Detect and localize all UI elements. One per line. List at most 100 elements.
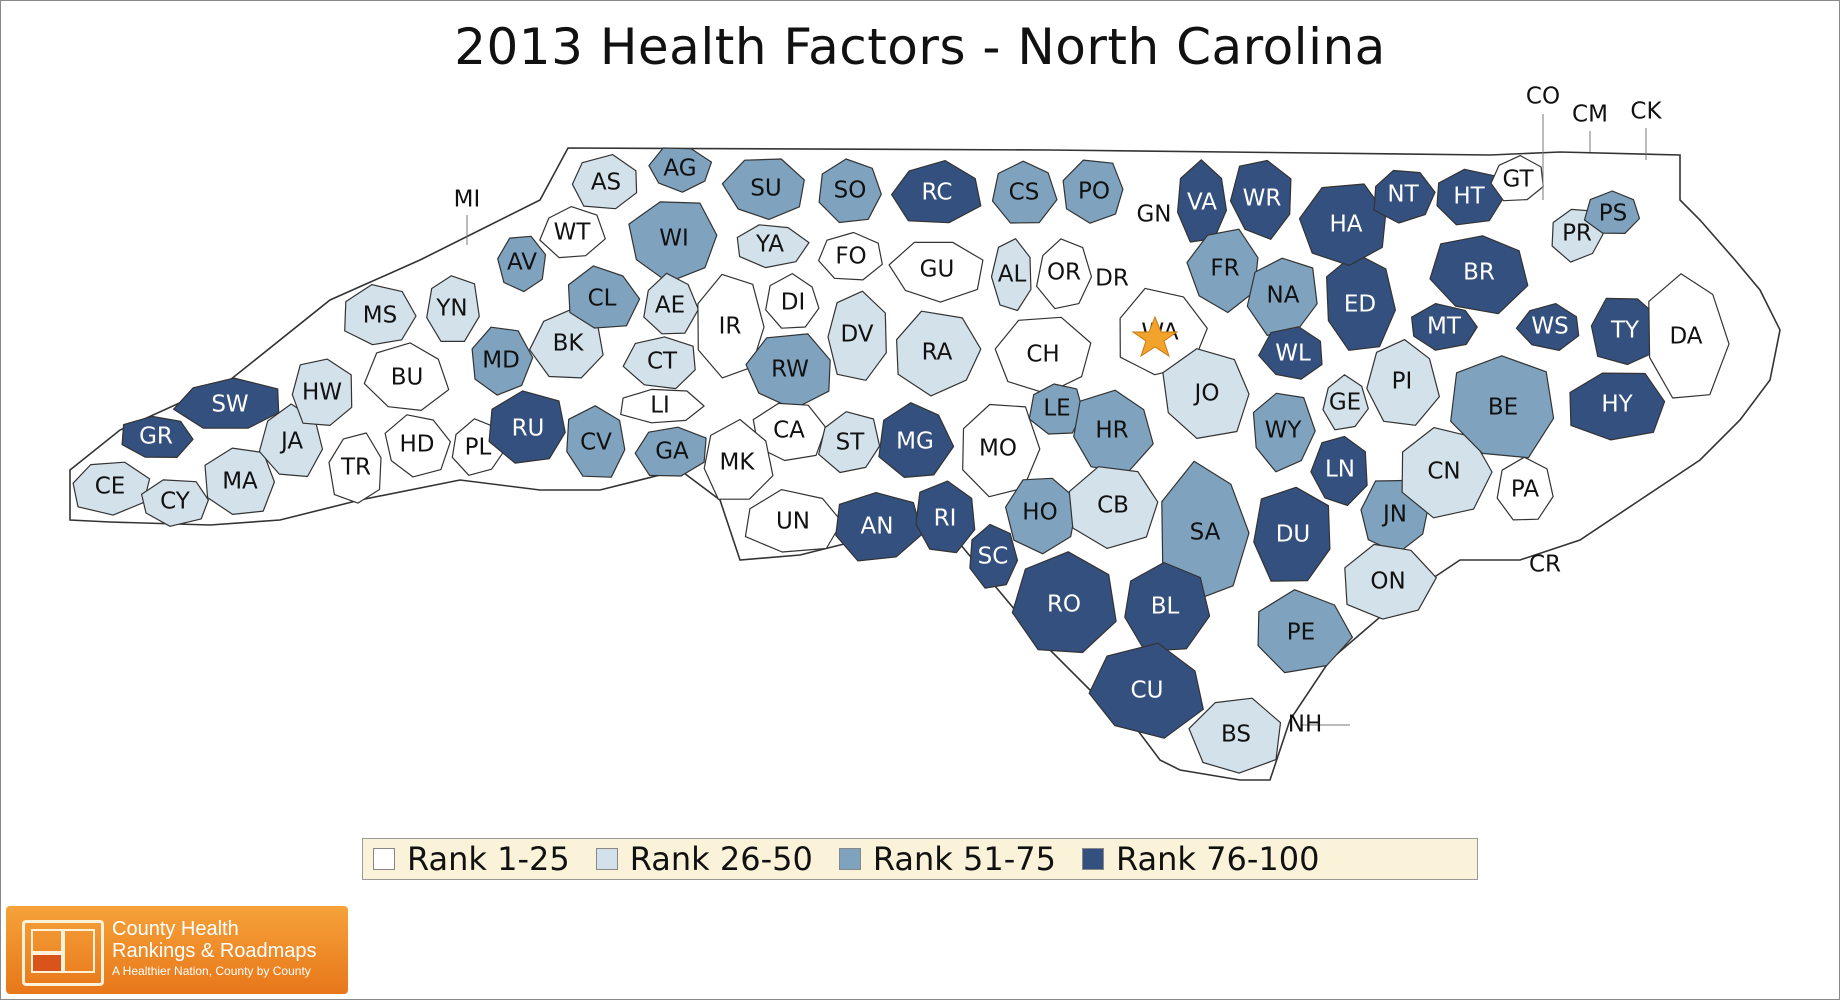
county-fo (817, 231, 883, 281)
county-label-ed: ED (1344, 292, 1376, 318)
county-label-pe: PE (1287, 620, 1315, 646)
logo-text: County Health Rankings & Roadmaps (112, 918, 317, 962)
county-label-an: AN (861, 514, 894, 540)
county-hr (1073, 389, 1154, 473)
county-an (835, 492, 923, 562)
legend-swatch (595, 848, 618, 870)
county-ri (915, 480, 976, 554)
county-ed (1325, 252, 1397, 351)
county-al (990, 238, 1032, 312)
county-label-jn: JN (1381, 502, 1407, 528)
county-ct (622, 336, 696, 390)
county-pa (1496, 456, 1554, 521)
county-di (765, 273, 820, 329)
county-label-nh: NH (1288, 712, 1323, 738)
county-label-cv: CV (580, 430, 612, 456)
county-health-rankings-logo: County Health Rankings & Roadmaps A Heal… (6, 906, 348, 994)
county-label-pa: PA (1511, 477, 1539, 503)
county-label-bu: BU (391, 365, 424, 391)
county-bs (1188, 697, 1282, 774)
legend-label: Rank 1-25 (407, 840, 570, 878)
county-label-cu: CU (1131, 678, 1164, 704)
county-label-yn: YN (435, 296, 467, 322)
county-ir (697, 273, 765, 379)
county-bl (1124, 561, 1211, 652)
county-label-ho: HO (1022, 500, 1057, 526)
legend: Rank 1-25 Rank 26-50 Rank 51-75 Rank 76-… (362, 838, 1478, 880)
county-label-ca: CA (773, 418, 805, 444)
county-label-na: NA (1267, 283, 1300, 309)
county-cu (1088, 642, 1204, 739)
county-label-cb: CB (1097, 493, 1129, 519)
county-label-ir: IR (719, 314, 742, 340)
county-label-ge: GE (1329, 390, 1361, 416)
legend-item-rank-51-75: Rank 51-75 (838, 840, 1056, 878)
county-label-be: BE (1488, 395, 1518, 421)
county-label-ag: AG (663, 156, 696, 182)
county-hy (1569, 372, 1666, 441)
county-label-po: PO (1078, 179, 1110, 205)
county-label-pi: PI (1392, 369, 1413, 395)
county-li (620, 388, 705, 424)
county-label-li: LI (650, 393, 670, 419)
county-yn (426, 275, 480, 342)
county-wr (1229, 159, 1292, 240)
county-label-un: UN (776, 509, 810, 535)
county-label-ms: MS (363, 303, 397, 329)
county-label-cy: CY (160, 489, 191, 515)
county-label-ae: AE (655, 293, 685, 319)
county-label-bk: BK (553, 331, 585, 357)
county-label-rw: RW (771, 357, 809, 383)
county-label-ws: WS (1531, 314, 1568, 340)
county-label-wt: WT (554, 220, 592, 246)
county-label-on: ON (1370, 569, 1405, 595)
legend-swatch (1081, 848, 1104, 870)
county-label-sw: SW (211, 392, 248, 418)
county-label-ce: CE (95, 474, 126, 500)
county-label-gt: GT (1502, 167, 1534, 193)
county-label-ps: PS (1599, 201, 1627, 227)
county-md (471, 326, 534, 396)
county-label-nt: NT (1387, 182, 1419, 208)
county-label-ht: HT (1453, 184, 1485, 210)
legend-label: Rank 51-75 (872, 840, 1056, 878)
county-label-tr: TR (340, 455, 371, 481)
county-label-ga: GA (655, 439, 689, 465)
county-label-cm: CM (1572, 102, 1608, 128)
county-label-gr: GR (139, 424, 173, 450)
legend-swatch (838, 848, 861, 870)
county-label-wr: WR (1243, 186, 1282, 212)
county-ya (736, 224, 810, 269)
county-wl (1258, 326, 1323, 380)
county-label-ha: HA (1329, 212, 1362, 238)
county-dv (827, 290, 887, 381)
county-label-mg: MG (896, 429, 934, 455)
county-label-wy: WY (1265, 418, 1303, 444)
county-label-hr: HR (1095, 418, 1128, 444)
county-label-va: VA (1187, 190, 1217, 216)
legend-label: Rank 26-50 (629, 840, 813, 878)
county-label-fo: FO (835, 244, 866, 270)
county-label-gu: GU (920, 257, 955, 283)
county-label-dv: DV (840, 322, 873, 348)
legend-item-rank-26-50: Rank 26-50 (595, 840, 813, 878)
county-label-br: BR (1463, 260, 1495, 286)
county-ro (1011, 551, 1117, 654)
county-sa (1161, 460, 1250, 601)
county-ra (895, 310, 982, 397)
county-label-mt: MT (1427, 314, 1462, 340)
county-hd (384, 414, 451, 478)
county-ln (1310, 435, 1368, 506)
star-icon (1131, 315, 1179, 358)
county-sw (173, 377, 280, 429)
county-bu (363, 342, 450, 411)
county-label-sc: SC (978, 544, 1009, 570)
county-label-da: DA (1669, 324, 1702, 350)
county-ps (1583, 190, 1641, 234)
county-cl (567, 265, 641, 329)
county-av (497, 235, 547, 293)
legend-item-rank-1-25: Rank 1-25 (373, 840, 570, 878)
legend-item-rank-76-100: Rank 76-100 (1081, 840, 1319, 878)
county-label-di: DI (781, 290, 806, 316)
